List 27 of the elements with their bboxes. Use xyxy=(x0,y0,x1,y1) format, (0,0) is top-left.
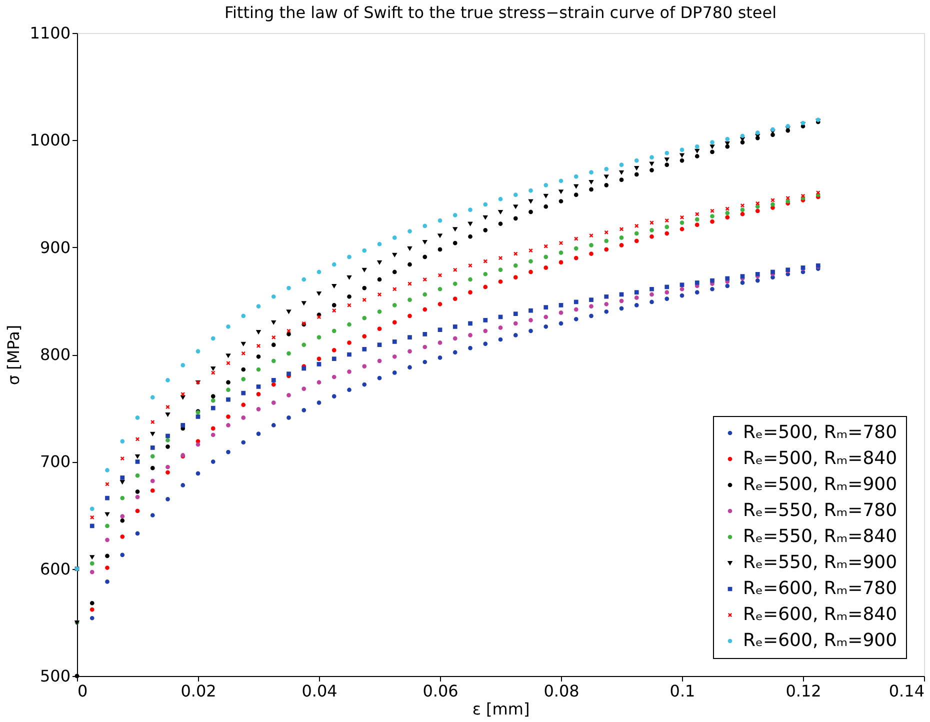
legend-label: Rₑ=550, Rₘ=900 xyxy=(743,552,898,573)
legend-label: Rₑ=600, Rₘ=900 xyxy=(743,630,898,651)
x-tick-label: 0.08 xyxy=(544,682,580,700)
chart-title: Fitting the law of Swift to the true stress−strain curve of DP780 steel xyxy=(224,3,777,22)
legend-label: Rₑ=550, Rₘ=780 xyxy=(743,500,898,521)
legend-label: Rₑ=500, Rₘ=780 xyxy=(743,422,898,443)
y-axis-title: σ [MPa] xyxy=(4,324,23,386)
y-tick-label: 800 xyxy=(40,345,70,364)
y-tick-label: 900 xyxy=(40,238,70,257)
y-tick-label: 600 xyxy=(40,559,70,578)
legend-label: Rₑ=500, Rₘ=840 xyxy=(743,448,898,469)
legend-label: Rₑ=500, Rₘ=900 xyxy=(743,474,898,495)
x-tick-label: 0.1 xyxy=(670,682,696,700)
x-tick-label: 0.06 xyxy=(422,682,458,700)
x-tick-label: 0.14 xyxy=(888,682,924,700)
x-tick-label: 0.04 xyxy=(302,682,338,700)
y-tick-label: 500 xyxy=(40,666,70,686)
x-axis-title: ε [mm] xyxy=(472,700,530,718)
y-tick-label: 700 xyxy=(40,452,70,472)
legend-label: Rₑ=600, Rₘ=780 xyxy=(743,578,898,599)
y-tick-label: 1000 xyxy=(30,130,70,150)
legend-label: Rₑ=600, Rₘ=840 xyxy=(743,604,898,625)
x-tick-label: 0.02 xyxy=(180,682,216,700)
legend-label: Rₑ=550, Rₘ=840 xyxy=(743,526,898,547)
x-tick-label: 0 xyxy=(78,682,88,700)
x-tick-label: 0.12 xyxy=(786,682,822,700)
y-tick-label: 1100 xyxy=(30,24,70,42)
